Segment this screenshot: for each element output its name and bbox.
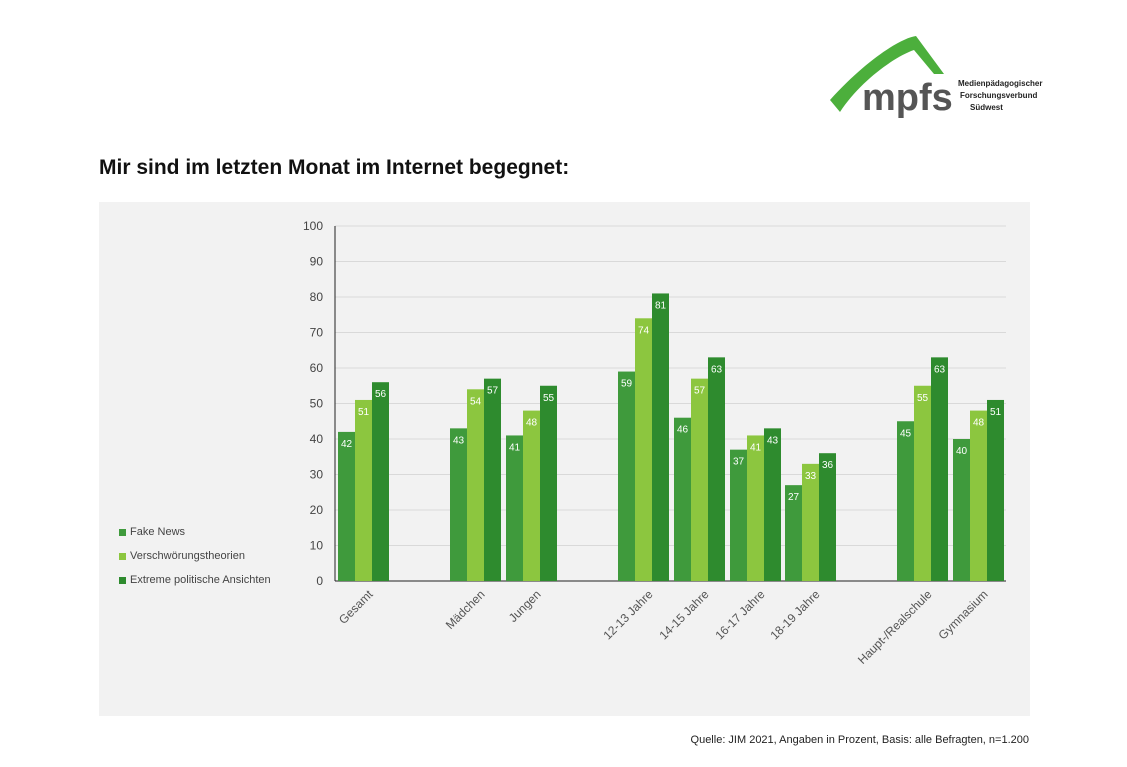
bar (764, 428, 781, 581)
bar (467, 389, 484, 581)
page-title: Mir sind im letzten Monat im Internet be… (99, 156, 570, 179)
y-tick-label: 80 (310, 290, 324, 304)
bar (372, 382, 389, 581)
bar (914, 385, 931, 581)
bar (987, 399, 1004, 581)
data-label: 57 (487, 386, 499, 397)
source-note: Quelle: JIM 2021, Angaben in Prozent, Ba… (690, 734, 1029, 746)
data-label: 55 (917, 393, 929, 404)
data-label: 57 (694, 386, 706, 397)
bar (747, 435, 764, 581)
legend-label: Fake News (130, 526, 186, 538)
data-label: 36 (822, 460, 834, 471)
logo-arc-icon: mpfs (830, 36, 953, 119)
bar (618, 371, 635, 581)
data-label: 55 (543, 393, 555, 404)
data-label: 63 (934, 364, 946, 375)
bar (635, 318, 652, 581)
legend-label: Verschwörungstheorien (130, 550, 245, 562)
logo-wordmark: mpfs (862, 77, 953, 119)
chart-panel: 0 10 20 30 40 50 60 70 80 90 100 42 51 56 Gesamt 43 54 57… (99, 202, 1030, 716)
data-label: 48 (526, 418, 538, 429)
bar (970, 410, 987, 581)
logo-line-1: Medienpädagogischer (958, 79, 1043, 88)
data-label: 27 (788, 492, 800, 503)
x-tick-label: Gesamt (336, 587, 376, 627)
data-label: 51 (990, 407, 1002, 418)
data-label: 46 (677, 425, 689, 436)
data-label: 43 (767, 435, 779, 446)
bar (708, 357, 725, 581)
x-tick-label: 12-13 Jahre (600, 587, 655, 642)
legend-label: Extreme politische Ansichten (130, 574, 271, 586)
data-label: 37 (733, 457, 745, 468)
x-tick-label: Mädchen (443, 587, 488, 632)
logo-subtitle: Medienpädagogischer Forschungsverbund Sü… (958, 78, 1042, 114)
bar (953, 439, 970, 581)
bar (338, 431, 355, 581)
bar (450, 428, 467, 581)
x-tick-label: Gymnasium (935, 587, 990, 642)
legend-swatch (119, 576, 126, 584)
bar (674, 417, 691, 581)
data-label: 81 (655, 300, 667, 311)
bar (506, 435, 523, 581)
data-label: 41 (509, 442, 521, 453)
y-tick-label: 100 (303, 219, 323, 233)
chart-legend: Fake News Verschwörungstheorien Extreme po… (119, 520, 271, 592)
x-tick-label: 18-19 Jahre (767, 587, 822, 642)
data-label: 33 (805, 471, 817, 482)
data-label: 63 (711, 364, 723, 375)
data-label: 56 (375, 389, 387, 400)
data-label: 74 (638, 325, 650, 336)
data-label: 45 (900, 428, 912, 439)
y-tick-label: 50 (310, 397, 324, 411)
data-label: 51 (358, 407, 370, 418)
y-tick-label: 60 (310, 361, 324, 375)
y-tick-label: 40 (310, 432, 324, 446)
data-label: 42 (341, 439, 353, 450)
y-tick-label: 10 (310, 539, 324, 553)
y-tick-label: 90 (310, 255, 324, 269)
y-tick-label: 20 (310, 503, 324, 517)
legend-swatch (119, 528, 126, 536)
bar-chart: 0 10 20 30 40 50 60 70 80 90 100 42 51 56 Gesamt 43 54 57… (303, 219, 1006, 667)
bar (819, 453, 836, 581)
legend-swatch (119, 552, 126, 560)
bar (802, 463, 819, 581)
y-tick-label: 30 (310, 468, 324, 482)
data-label: 41 (750, 442, 762, 453)
legend-item: Verschwörungstheorien (119, 544, 271, 568)
x-tick-label: Haupt-/Realschule (855, 587, 935, 667)
data-label: 59 (621, 379, 633, 390)
bar (484, 378, 501, 581)
x-tick-label: 16-17 Jahre (712, 587, 767, 642)
bar (730, 449, 747, 581)
legend-item: Fake News (119, 520, 271, 544)
y-tick-label: 70 (310, 326, 324, 340)
bar (523, 410, 540, 581)
x-tick-label: 14-15 Jahre (656, 587, 711, 642)
mpfs-logo: mpfs Medienpädagogischer Forschungsverbu… (826, 30, 1056, 125)
bar (931, 357, 948, 581)
data-label: 43 (453, 435, 465, 446)
bar (785, 485, 802, 581)
data-label: 54 (470, 396, 482, 407)
bar (652, 293, 669, 581)
y-tick-label: 0 (316, 574, 323, 588)
bar (691, 378, 708, 581)
logo-line-3: Südwest (970, 103, 1003, 112)
logo-line-2: Forschungsverbund (960, 91, 1038, 100)
bar (355, 399, 372, 581)
data-label: 48 (973, 418, 985, 429)
bar (540, 385, 557, 581)
legend-item: Extreme politische Ansichten (119, 568, 271, 592)
x-tick-label: Jungen (506, 587, 544, 625)
bar (897, 421, 914, 581)
data-label: 40 (956, 446, 968, 457)
